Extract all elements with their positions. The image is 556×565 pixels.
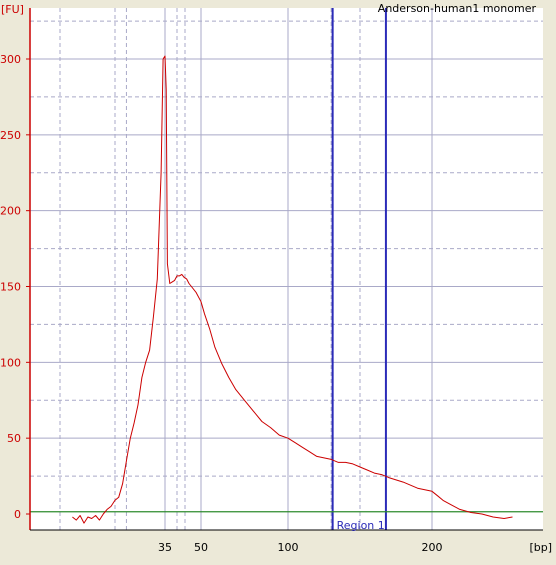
series-layer	[30, 55, 543, 524]
y-tick-label: 50	[7, 432, 21, 445]
x-axis-unit-label: [bp]	[529, 541, 552, 554]
region-label: Region 1	[337, 519, 385, 532]
x-tick-label: 100	[278, 541, 299, 554]
x-tick-label: 50	[194, 541, 208, 554]
grid-lines	[30, 8, 543, 530]
axes	[26, 8, 543, 531]
x-tick-label: 200	[422, 541, 443, 554]
plot-area	[30, 8, 543, 530]
y-tick-label: 150	[0, 281, 21, 294]
x-tick-label: 35	[158, 541, 172, 554]
y-tick-label: 250	[0, 129, 21, 142]
region-1	[331, 8, 387, 530]
y-axis-unit-label: [FU]	[1, 3, 24, 16]
y-tick-label: 100	[0, 356, 21, 369]
y-tick-label: 200	[0, 205, 21, 218]
y-tick-label: 300	[0, 53, 21, 66]
tick-labels: 0 50 100 150 200 250 300 35 50 100 200	[0, 53, 443, 554]
y-tick-label: 0	[14, 508, 21, 521]
fluorescence-trace	[72, 55, 513, 524]
sample-title: Anderson-human1 monomer	[378, 2, 537, 15]
